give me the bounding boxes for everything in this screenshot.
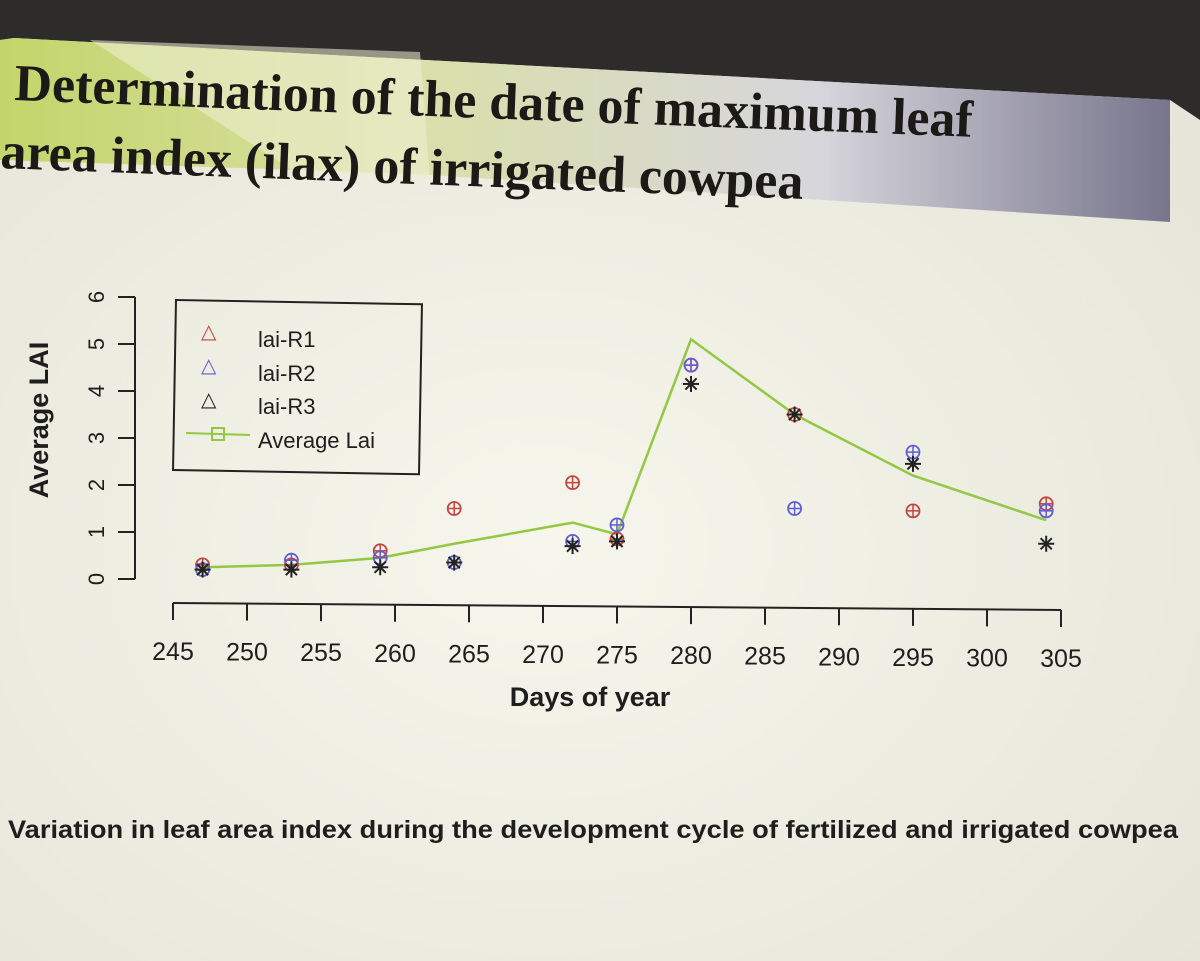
legend-label-r3: lai-R3 <box>258 394 315 419</box>
point-lai-R3 <box>194 561 211 578</box>
average-lai-line <box>202 337 1047 569</box>
point-lai-R2 <box>609 517 625 533</box>
lai-chart: 0 1 2 3 4 5 6 245 250 255 260 265 270 275 280 285 290 29… <box>24 291 1082 712</box>
point-lai-R1 <box>446 501 462 516</box>
x-tick-label: 295 <box>892 644 934 672</box>
y-tick-label: 6 <box>84 291 109 303</box>
point-lai-R3 <box>1038 535 1055 552</box>
legend-triangle-r1: △ <box>201 321 217 343</box>
x-tick-label: 255 <box>300 639 342 667</box>
legend-label-r1: lai-R1 <box>258 327 315 352</box>
legend-line-avg <box>185 432 251 436</box>
x-tick-label: 275 <box>596 642 638 670</box>
y-tick-label: 3 <box>84 432 109 444</box>
y-tick-label: 1 <box>84 526 109 538</box>
y-tick-label: 5 <box>84 338 109 350</box>
point-lai-R3 <box>609 533 625 550</box>
legend-box <box>172 298 423 476</box>
legend-label-r2: lai-R2 <box>258 361 315 386</box>
point-lai-R3 <box>283 561 300 578</box>
point-lai-R2 <box>787 501 802 516</box>
x-tick-label: 250 <box>226 639 268 667</box>
legend-label-avg: Average Lai <box>258 428 375 453</box>
x-tick-label: 265 <box>448 640 490 668</box>
y-axis-label: Average LAI <box>24 342 54 499</box>
x-tick-label: 260 <box>374 640 416 668</box>
legend-triangle-r2: △ <box>201 355 217 377</box>
point-lai-R3 <box>372 559 389 576</box>
x-tick-label: 270 <box>522 641 564 669</box>
slide-caption: Variation in leaf area index during the … <box>8 816 1179 844</box>
legend-triangle-r3: △ <box>201 389 217 411</box>
x-tick-label: 300 <box>966 644 1008 672</box>
x-tick-label: 290 <box>818 643 860 671</box>
average-lai-polyline <box>202 337 1047 569</box>
x-axis-label: Days of year <box>510 682 671 712</box>
title-band-white-wedge <box>90 40 430 180</box>
point-lai-R1 <box>565 475 580 491</box>
point-lai-R3 <box>786 406 803 423</box>
y-axis: 0 1 2 3 4 5 6 <box>84 291 136 585</box>
point-lai-R2 <box>1038 503 1054 519</box>
slide-background <box>0 38 1200 961</box>
point-lai-R2 <box>683 357 699 373</box>
point-lai-R3 <box>564 538 581 555</box>
point-lai-R3 <box>446 554 463 571</box>
y-tick-label: 2 <box>84 479 109 491</box>
point-lai-R1 <box>905 503 921 519</box>
y-tick-label: 4 <box>84 385 109 397</box>
data-markers <box>194 357 1055 578</box>
chart-legend: △ lai-R1 △ lai-R2 △ lai-R3 Average Lai <box>172 298 423 476</box>
y-tick-label: 0 <box>84 573 109 585</box>
point-lai-R3 <box>905 455 921 472</box>
x-tick-label: 285 <box>744 643 786 671</box>
point-lai-R3 <box>683 375 699 392</box>
x-tick-label: 280 <box>670 642 712 670</box>
x-tick-label: 305 <box>1040 645 1082 673</box>
legend-square-avg <box>211 427 225 441</box>
x-tick-label: 245 <box>152 638 194 666</box>
x-axis: 245 250 255 260 265 270 275 280 285 290 295 300 305 <box>152 602 1082 673</box>
